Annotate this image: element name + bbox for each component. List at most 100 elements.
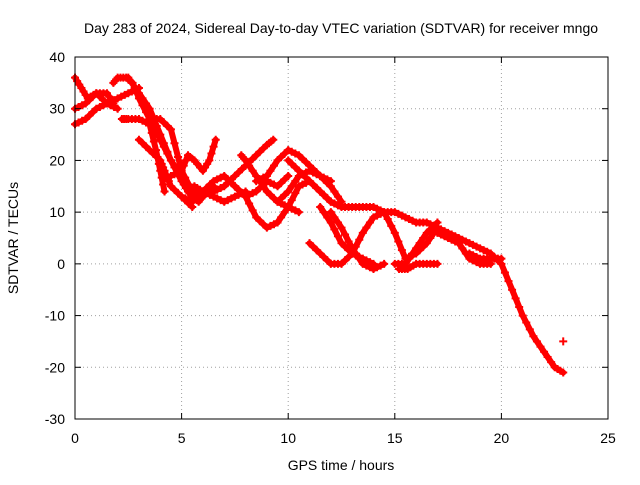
data-point: [113, 104, 122, 113]
data-point: [532, 337, 541, 346]
data-point: [245, 161, 254, 170]
data-point: [284, 187, 293, 196]
data-point: [163, 147, 172, 156]
data-point: [390, 228, 399, 237]
data-point: [184, 180, 193, 189]
data-point: [174, 152, 183, 161]
data-point: [269, 161, 278, 170]
y-tick-label: 20: [49, 152, 65, 168]
y-axis-label: SDTVAR / TECUs: [5, 182, 21, 294]
data-point: [138, 94, 147, 103]
data-point: [262, 171, 271, 180]
x-tick-label: 0: [71, 430, 79, 446]
data-point: [358, 228, 367, 237]
data-point: [383, 215, 392, 224]
data-point: [323, 213, 332, 222]
data-points: [71, 73, 568, 377]
data-point: [504, 277, 513, 286]
data-point: [291, 189, 300, 198]
series-arc-21: [395, 259, 442, 274]
data-point: [454, 239, 463, 248]
data-point: [362, 223, 371, 232]
data-point: [152, 121, 161, 130]
data-point: [543, 352, 552, 361]
y-tick-label: -10: [45, 308, 65, 324]
data-point: [458, 244, 467, 253]
data-point: [333, 218, 342, 227]
data-point: [248, 206, 257, 215]
data-point: [415, 239, 424, 248]
y-tick-label: -20: [45, 359, 65, 375]
data-point: [266, 166, 275, 175]
data-point: [412, 244, 421, 253]
data-point: [124, 73, 133, 82]
y-tick-label: 10: [49, 204, 65, 220]
x-tick-label: 10: [280, 430, 296, 446]
data-point: [159, 139, 168, 148]
series-arc-18: [316, 202, 442, 263]
data-point: [380, 259, 389, 268]
data-point: [351, 249, 360, 258]
data-point: [330, 213, 339, 222]
data-point: [497, 254, 506, 263]
data-point: [522, 318, 531, 327]
data-point: [559, 368, 568, 377]
data-point: [500, 268, 509, 277]
data-point: [536, 342, 545, 351]
data-point: [387, 221, 396, 230]
data-point: [166, 125, 175, 134]
data-point: [394, 237, 403, 246]
x-tick-label: 25: [600, 430, 616, 446]
data-point: [405, 254, 414, 263]
y-tick-label: 40: [49, 49, 65, 65]
data-point: [348, 244, 357, 253]
data-point: [273, 218, 282, 227]
series-arc-9: [166, 135, 220, 180]
data-point: [515, 302, 524, 311]
series-arc-6: [117, 115, 169, 196]
data-point: [277, 213, 286, 222]
data-point: [259, 182, 268, 191]
data-point: [426, 234, 435, 242]
data-point: [160, 166, 169, 175]
data-point: [145, 104, 154, 113]
data-point: [547, 358, 556, 367]
data-point: [287, 196, 296, 205]
data-point: [207, 149, 216, 158]
data-point: [511, 294, 520, 303]
x-tick-label: 5: [178, 430, 186, 446]
data-point: [508, 285, 517, 294]
data-point: [131, 84, 140, 93]
data-point: [341, 230, 350, 239]
data-point: [241, 156, 250, 165]
data-point: [134, 89, 143, 98]
y-tick-label: 0: [57, 256, 65, 272]
data-point: [241, 192, 250, 201]
data-point: [170, 163, 179, 172]
data-point: [142, 99, 151, 108]
data-point: [355, 254, 364, 263]
series-arc-22: [433, 228, 495, 268]
data-point: [164, 177, 173, 186]
data-point: [245, 199, 254, 208]
data-point: [209, 142, 218, 151]
data-point: [284, 202, 293, 211]
series-outlier: [559, 337, 568, 346]
plot-area-frame: [74, 56, 609, 420]
series-arc-16: [284, 156, 568, 377]
data-point: [181, 173, 190, 182]
chart-title: Day 283 of 2024, Sidereal Day-to-day VTE…: [84, 20, 598, 36]
data-point: [160, 187, 169, 196]
data-point: [326, 177, 335, 186]
data-point: [326, 218, 335, 227]
data-point: [280, 208, 289, 217]
data-point: [326, 208, 335, 217]
x-axis-label: GPS time / hours: [288, 457, 395, 473]
data-point: [419, 234, 428, 242]
x-tick-label: 20: [494, 430, 510, 446]
data-point: [291, 177, 300, 186]
data-point: [316, 202, 325, 211]
data-point: [433, 259, 442, 268]
